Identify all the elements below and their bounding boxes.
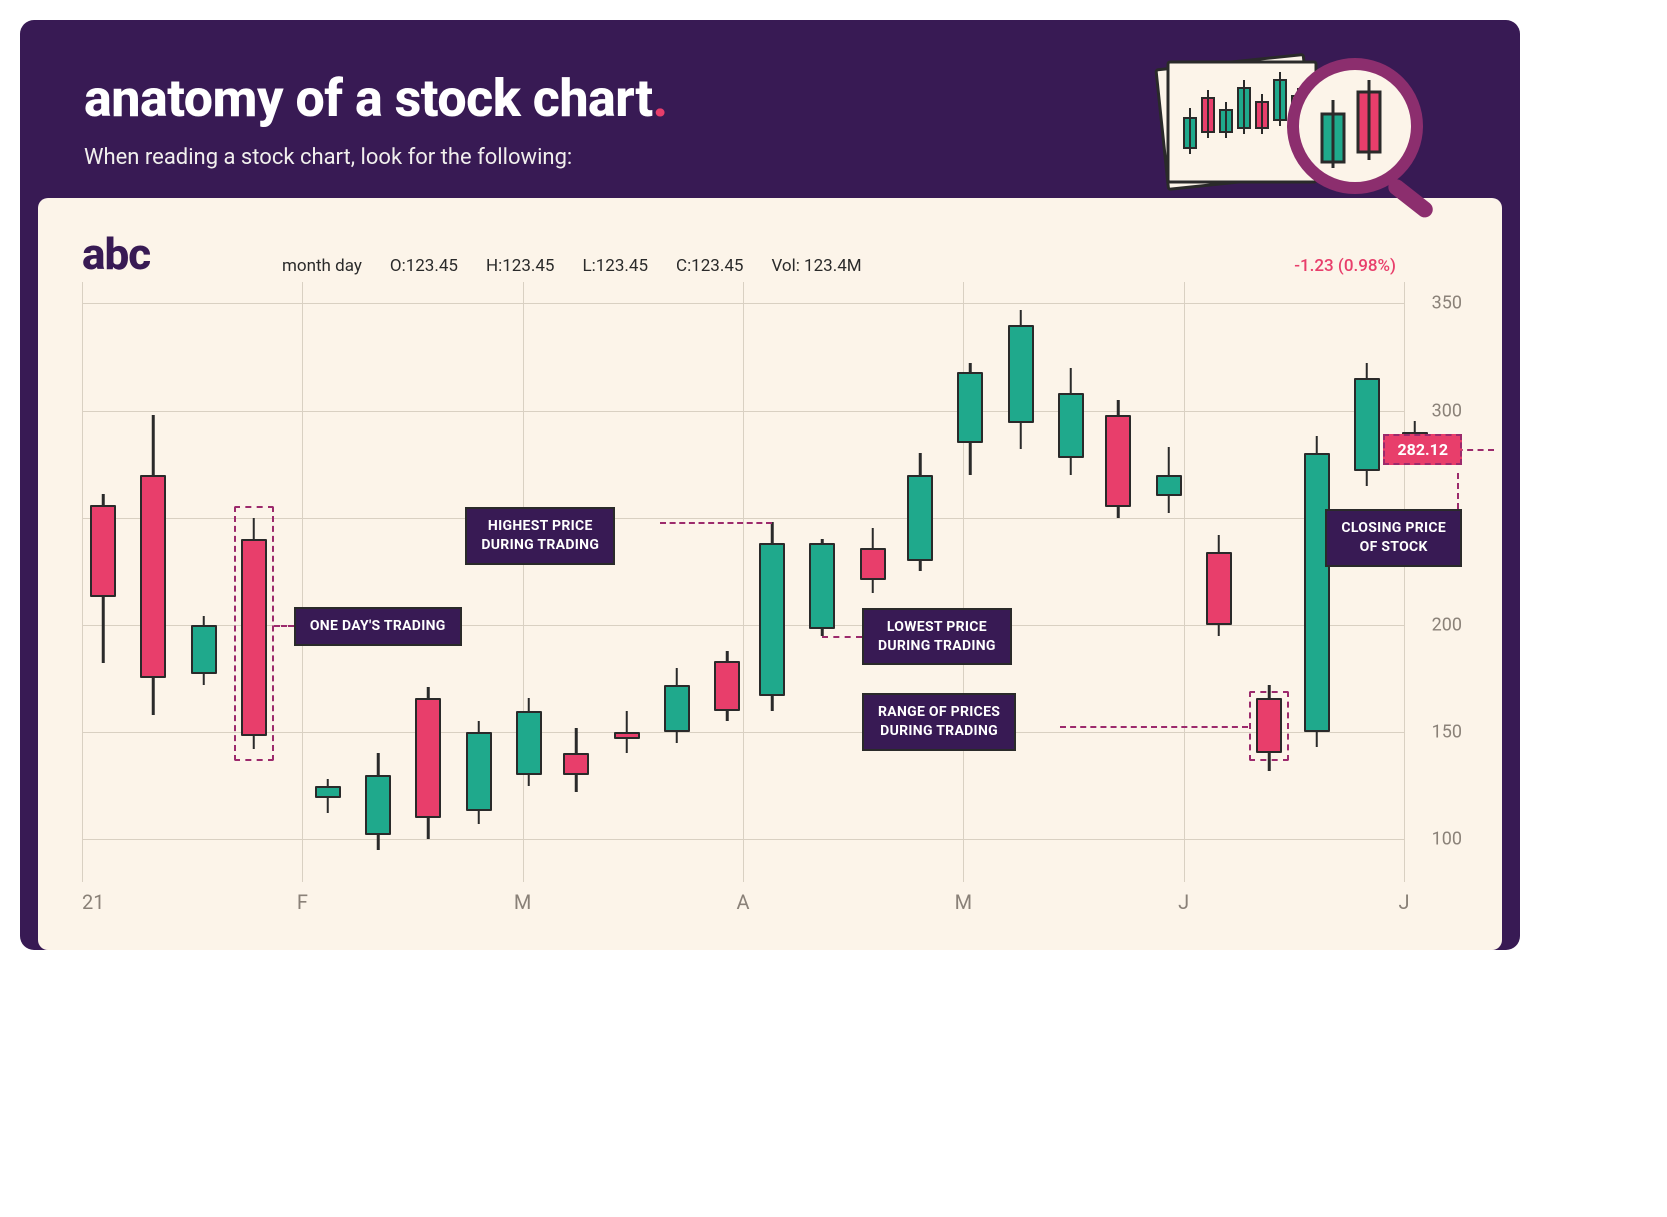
- candle-body: [1008, 325, 1034, 424]
- candlestick: [1008, 282, 1034, 882]
- gridline-v: [743, 282, 744, 882]
- subtitle: When reading a stock chart, look for the…: [84, 145, 1456, 170]
- x-axis-label: J: [1398, 890, 1409, 914]
- candlestick: [860, 282, 886, 882]
- connector: [660, 522, 772, 524]
- connector: [1457, 473, 1459, 509]
- candle-body: [759, 543, 785, 695]
- title-main: anatomy of a stock chart: [84, 68, 653, 129]
- candlestick: [664, 282, 690, 882]
- candle-body: [809, 543, 835, 629]
- x-axis-label: F: [297, 890, 308, 914]
- gridline-v: [1184, 282, 1185, 882]
- annotation-range: RANGE OF PRICES DURING TRADING: [862, 693, 1016, 751]
- y-axis-label: 200: [1432, 614, 1462, 635]
- candlestick: [466, 282, 492, 882]
- candlestick: [1402, 282, 1428, 882]
- candle-body: [90, 505, 116, 597]
- candle-body: [907, 475, 933, 561]
- candle-body: [466, 732, 492, 811]
- candlestick: [1304, 282, 1330, 882]
- candle-body: [1354, 378, 1380, 470]
- candlestick: [315, 282, 341, 882]
- annotation-lowest: LOWEST PRICE DURING TRADING: [862, 608, 1012, 666]
- info-low: L:123.45: [582, 256, 648, 276]
- highlight-one-day: [234, 506, 274, 761]
- header: anatomy of a stock chart. When reading a…: [20, 20, 1520, 198]
- candlestick: [1206, 282, 1232, 882]
- gridline-v: [302, 282, 303, 882]
- candle-body: [415, 698, 441, 818]
- infographic-frame: anatomy of a stock chart. When reading a…: [20, 20, 1520, 950]
- candlestick: [714, 282, 740, 882]
- ohlc-info-row: month day O:123.45 H:123.45 L:123.45 C:1…: [282, 256, 1396, 276]
- candlestick: [1105, 282, 1131, 882]
- candle-body: [1206, 552, 1232, 625]
- candlestick: [1354, 282, 1380, 882]
- candlestick: [563, 282, 589, 882]
- candlestick: [90, 282, 116, 882]
- plot-region: 10015020025030035021FMAMJJONE DAY'S TRAD…: [82, 282, 1404, 882]
- info-date: month day: [282, 256, 362, 276]
- info-change: -1.23 (0.98%): [1294, 256, 1396, 276]
- title-dot: .: [653, 68, 668, 129]
- annotation-highest: HIGHEST PRICE DURING TRADING: [465, 507, 615, 565]
- candle-body: [365, 775, 391, 835]
- connector: [1060, 726, 1248, 728]
- candlestick: [759, 282, 785, 882]
- candlestick: [516, 282, 542, 882]
- info-high: H:123.45: [486, 256, 555, 276]
- info-close: C:123.45: [676, 256, 743, 276]
- candlestick: [1058, 282, 1084, 882]
- candle-body: [1156, 475, 1182, 496]
- connector: [822, 636, 862, 638]
- candle-body: [1304, 453, 1330, 732]
- candle-body: [140, 475, 166, 679]
- highlight-range: [1249, 691, 1289, 761]
- y-axis-label: 150: [1432, 722, 1462, 743]
- candlestick: [614, 282, 640, 882]
- x-axis-label: M: [955, 890, 972, 914]
- x-axis-label: A: [736, 890, 749, 914]
- x-axis-label: 21: [82, 890, 104, 914]
- candlestick: [809, 282, 835, 882]
- candle-body: [315, 786, 341, 799]
- candle-body: [860, 548, 886, 580]
- y-axis-label: 350: [1432, 293, 1462, 314]
- candlestick: [415, 282, 441, 882]
- candlestick: [365, 282, 391, 882]
- info-volume: Vol: 123.4M: [771, 256, 861, 276]
- closing-price-tag: 282.12: [1383, 434, 1462, 465]
- info-open: O:123.45: [390, 256, 458, 276]
- candlestick: [140, 282, 166, 882]
- candle-body: [664, 685, 690, 732]
- annotation-closing: CLOSING PRICE OF STOCK: [1325, 509, 1462, 567]
- candle-body: [1058, 393, 1084, 457]
- x-axis-label: J: [1178, 890, 1189, 914]
- candlestick: [1156, 282, 1182, 882]
- candle-body: [563, 753, 589, 774]
- candle-body: [957, 372, 983, 443]
- candle-body: [614, 732, 640, 739]
- gridline-v: [82, 282, 83, 882]
- candlestick: [1256, 282, 1282, 882]
- x-axis-label: M: [514, 890, 531, 914]
- connector: [274, 625, 294, 627]
- y-axis-label: 100: [1432, 829, 1462, 850]
- y-axis-label: 300: [1432, 400, 1462, 421]
- candlestick: [191, 282, 217, 882]
- chart-area: month day O:123.45 H:123.45 L:123.45 C:1…: [82, 282, 1466, 922]
- chart-panel: abc month day O:123.45 H:123.45 L:123.45…: [38, 198, 1502, 950]
- candle-body: [714, 661, 740, 710]
- annotation-one-day: ONE DAY'S TRADING: [294, 607, 462, 646]
- candlestick: [957, 282, 983, 882]
- candle-body: [191, 625, 217, 674]
- candle-body: [516, 711, 542, 775]
- candlestick: [907, 282, 933, 882]
- candle-body: [1105, 415, 1131, 507]
